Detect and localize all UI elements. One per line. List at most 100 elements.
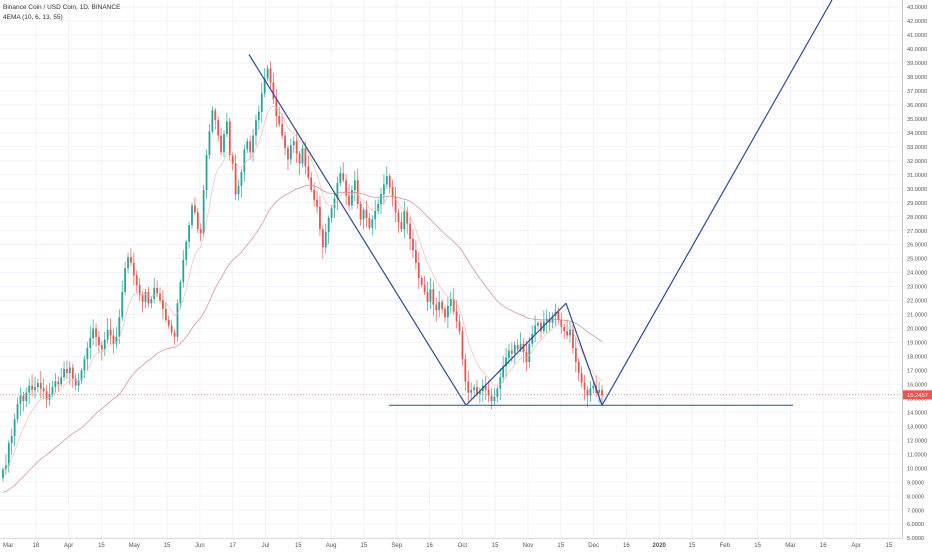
candle-body [528,343,531,362]
candle-body [383,184,385,195]
candle-body [356,180,359,205]
candle-body [391,187,394,198]
candle-body [580,373,583,383]
candle-body [252,135,254,153]
candle-body [560,320,563,327]
y-axis-panel [902,0,932,550]
x-tick-label: 15 [886,543,893,549]
candle-body [572,329,574,348]
candle-body [499,377,502,389]
candle-body [132,262,135,276]
candle-body [478,391,481,395]
candle-body [2,469,4,478]
candle-body [112,335,115,344]
chart-title: Binance Coin / USD Coin, 1D, BINANCE [3,4,121,11]
candle-body [159,293,161,301]
candle-body [362,209,365,220]
y-tick-label: 16.0000 [907,382,927,388]
candle-body [301,148,304,164]
last-price-badge [903,390,932,400]
candle-body [531,333,534,344]
candle-body [272,82,275,100]
candle-body [307,166,310,178]
candle-body [321,229,324,248]
candle-body [269,68,272,83]
candle-body [409,223,411,239]
candle-body [176,303,179,337]
candle-body [284,135,286,149]
candle-body [508,350,510,358]
candle-body [95,328,97,337]
y-tick-label: 37.0000 [907,89,927,95]
candle-body [298,153,301,164]
candle-body [324,231,327,248]
candle-body [377,204,380,212]
y-tick-label: 11.0000 [907,452,927,458]
candle-body [25,392,28,402]
candle-body [449,299,452,307]
candle-body [473,387,475,390]
candle-body [86,347,89,360]
candle-body [223,134,225,153]
candle-body [83,359,86,371]
x-tick-label: 15 [689,543,696,549]
candle-body [74,378,77,386]
candle-body [423,285,426,293]
candle-body [426,292,429,302]
candle-body [429,289,432,302]
candle-body [417,262,420,279]
candle-body [211,110,214,132]
y-tick-label: 28.0000 [907,215,927,221]
candle-body [458,321,461,332]
candle-body [598,389,600,393]
legend: Binance Coin / USD Coin, 1D, BINANCE 4EM… [3,3,120,23]
candle-body [141,294,144,302]
y-tick-label: 7.0000 [907,508,924,514]
y-tick-label: 26.0000 [907,243,927,249]
candle-body [336,183,339,199]
y-tick-label: 32.0000 [907,159,927,165]
candle-body [228,121,231,156]
x-tick-label: Sep [391,543,402,549]
candle-body [345,180,348,196]
y-tick-label: 8.0000 [907,494,924,500]
candle-body [153,287,156,300]
candle-body [304,148,307,167]
candle-body [194,205,196,213]
candle-body [484,385,487,390]
candle-body [170,325,173,333]
candle-body [557,311,560,321]
y-tick-label: 33.0000 [907,145,927,151]
candle-body [164,308,167,321]
y-tick-label: 9.0000 [907,480,924,486]
candle-body [551,315,554,323]
x-tick-label: 15 [754,543,761,549]
candle-body [54,381,57,388]
x-tick-label: 15 [361,543,368,549]
x-tick-label: 16 [426,543,433,549]
candle-body [348,195,350,206]
candle-body [444,308,446,318]
candle-body [225,121,228,135]
candle-body [240,171,243,186]
candle-body [583,382,586,390]
candle-body [385,176,388,185]
x-tick-label: 15 [164,543,171,549]
fast-ema-line [2,105,603,470]
candle-body [330,208,333,218]
candle-body [45,391,48,400]
candle-body [199,229,202,234]
candle-body [287,148,289,160]
y-tick-label: 15.0000 [907,396,927,402]
candle-body [214,110,217,121]
y-tick-label: 21.0000 [907,313,927,319]
candle-body [566,331,569,336]
candle-body [592,385,595,389]
candle-body [577,361,580,374]
candle-body [257,111,260,121]
candle-body [103,339,106,350]
candle-body [118,317,121,337]
x-tick-label: Jul [262,543,270,549]
